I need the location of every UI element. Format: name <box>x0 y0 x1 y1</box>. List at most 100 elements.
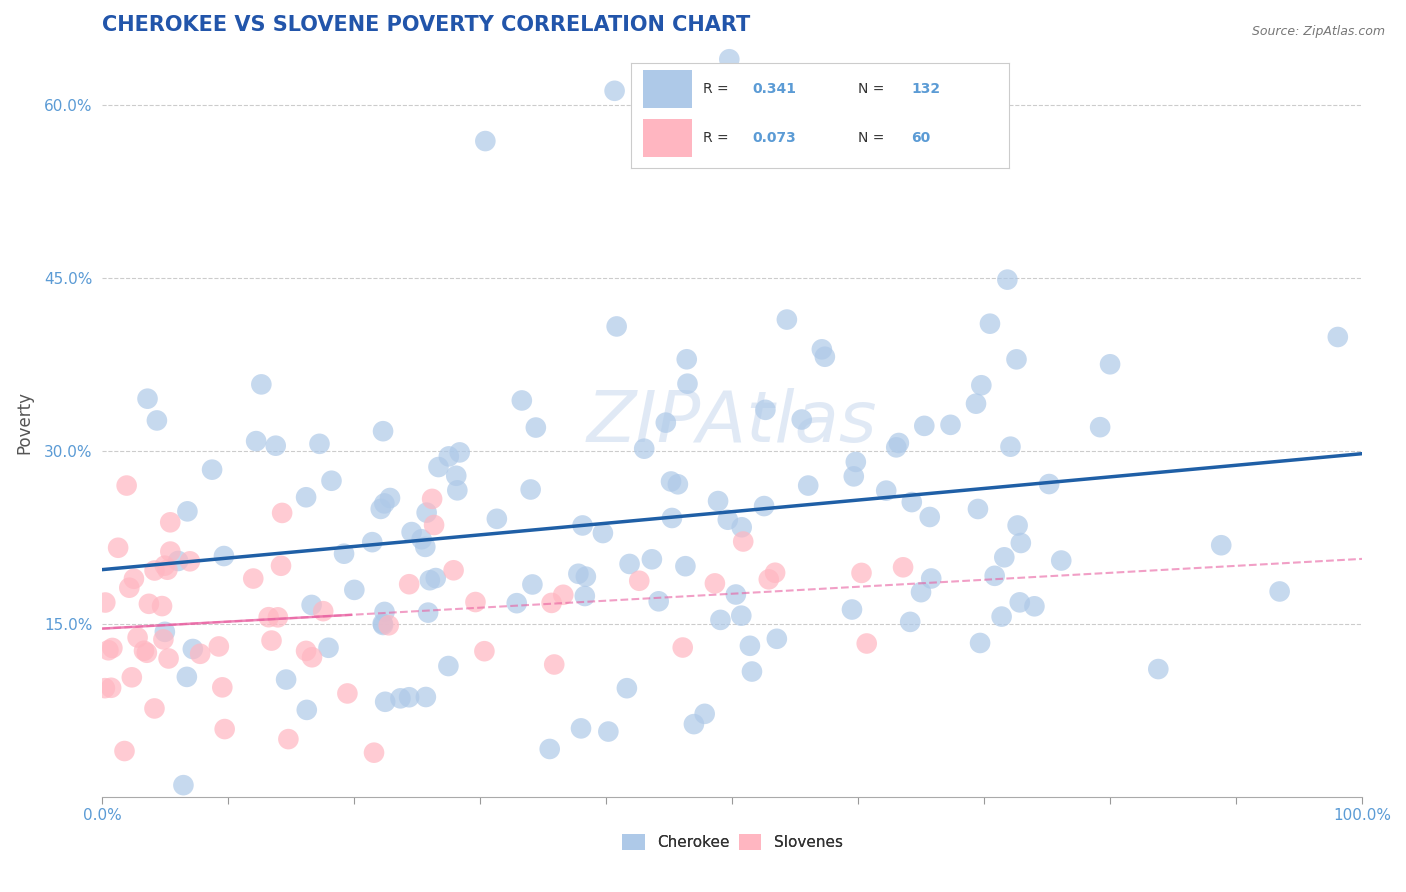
Point <box>420 491 443 506</box>
Point <box>571 518 593 533</box>
Point <box>910 585 932 599</box>
Point <box>398 577 420 591</box>
Point <box>143 564 166 578</box>
Point <box>136 392 159 406</box>
Point <box>201 463 224 477</box>
Point <box>995 272 1018 286</box>
Point <box>673 559 696 574</box>
Point <box>717 513 740 527</box>
Point <box>1099 357 1122 371</box>
Point <box>776 312 799 326</box>
Point <box>766 632 789 646</box>
Y-axis label: Poverty: Poverty <box>15 391 32 454</box>
Point <box>333 547 356 561</box>
Point <box>752 499 775 513</box>
Point <box>1268 584 1291 599</box>
Point <box>419 573 441 587</box>
Point <box>373 496 395 510</box>
Point <box>993 550 1015 565</box>
Point <box>738 639 761 653</box>
Point <box>1211 538 1233 552</box>
Point <box>378 491 401 505</box>
Point <box>343 582 366 597</box>
Point <box>270 558 292 573</box>
Point <box>891 560 914 574</box>
Point <box>301 598 323 612</box>
Point <box>443 563 465 577</box>
Point <box>683 717 706 731</box>
Point <box>308 437 330 451</box>
Point <box>444 468 467 483</box>
Point <box>274 673 297 687</box>
Point <box>598 724 620 739</box>
Point <box>965 397 987 411</box>
Point <box>115 478 138 492</box>
Point <box>423 518 446 533</box>
Point <box>336 686 359 700</box>
Point <box>1000 440 1022 454</box>
Point <box>101 640 124 655</box>
Point <box>1050 553 1073 567</box>
Point <box>841 602 863 616</box>
Text: Source: ZipAtlas.com: Source: ZipAtlas.com <box>1251 25 1385 38</box>
Point <box>371 616 394 631</box>
Point <box>918 510 941 524</box>
Point <box>912 418 935 433</box>
Point <box>94 595 117 609</box>
Point <box>389 691 412 706</box>
Point <box>763 566 786 580</box>
Point <box>790 412 813 426</box>
Point <box>295 644 318 658</box>
Point <box>718 52 741 66</box>
Point <box>474 134 496 148</box>
Point <box>415 506 437 520</box>
Point <box>437 659 460 673</box>
Point <box>659 475 682 489</box>
Point <box>94 681 117 695</box>
Point <box>842 469 865 483</box>
Point <box>1327 330 1350 344</box>
Point <box>135 646 157 660</box>
Point <box>844 149 866 163</box>
Point <box>574 589 596 603</box>
Point <box>295 490 318 504</box>
Point <box>260 633 283 648</box>
Point <box>628 574 651 588</box>
Point <box>1005 352 1028 367</box>
Point <box>898 615 921 629</box>
Point <box>321 474 343 488</box>
Point <box>707 494 730 508</box>
Point <box>176 670 198 684</box>
Point <box>730 608 752 623</box>
Point <box>741 665 763 679</box>
Point <box>100 681 122 695</box>
Point <box>522 577 544 591</box>
Point <box>114 744 136 758</box>
Point <box>920 572 942 586</box>
Point <box>672 640 695 655</box>
Point <box>211 681 233 695</box>
Point <box>425 571 447 585</box>
Point <box>524 420 547 434</box>
Point <box>797 478 820 492</box>
Point <box>1147 662 1170 676</box>
Point <box>132 644 155 658</box>
Point <box>814 350 837 364</box>
Point <box>208 640 231 654</box>
Point <box>709 613 731 627</box>
Point <box>875 483 897 498</box>
Point <box>845 455 868 469</box>
Point <box>153 558 176 573</box>
Point <box>633 442 655 456</box>
Point <box>427 460 450 475</box>
Point <box>979 317 1001 331</box>
Point <box>157 651 180 665</box>
Point <box>245 434 267 449</box>
Point <box>731 520 754 534</box>
Point <box>647 594 669 608</box>
Point <box>118 581 141 595</box>
Point <box>176 504 198 518</box>
Text: ZIPAtlas: ZIPAtlas <box>586 388 877 457</box>
Point <box>676 376 699 391</box>
Point <box>983 569 1005 583</box>
